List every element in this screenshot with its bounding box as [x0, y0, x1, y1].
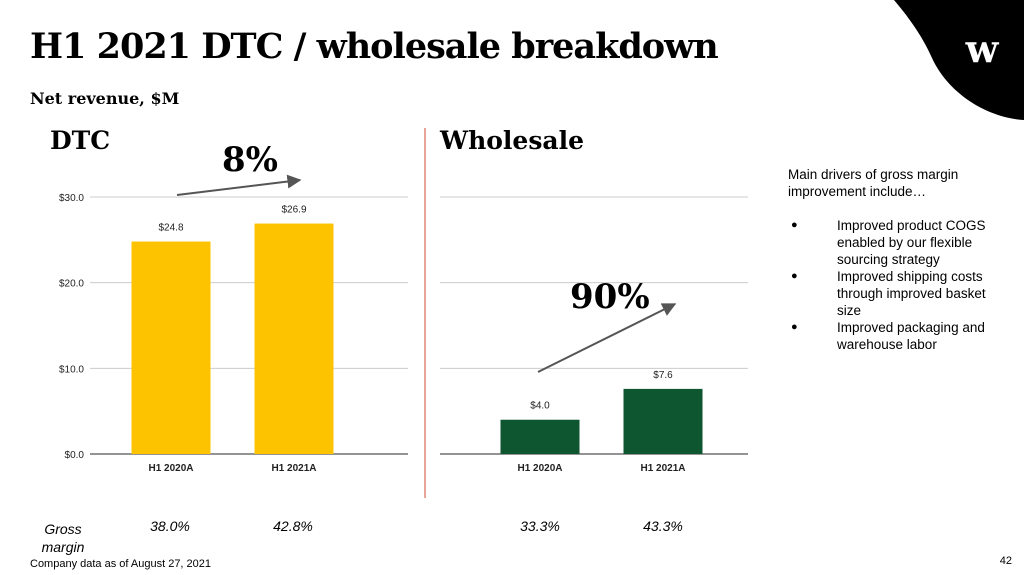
drivers-list: Improved product COGS enabled by our fle… [788, 217, 1008, 353]
y-tick-label: $0.0 [65, 450, 85, 461]
page-subtitle: Net revenue, $M [30, 89, 180, 108]
dtc-growth-percent: 8% [222, 140, 278, 180]
y-tick-label: $30.0 [59, 193, 84, 204]
driver-item: Improved shipping costs through improved… [788, 268, 1008, 319]
page-title: H1 2021 DTC / wholesale breakdown [30, 26, 719, 67]
dtc-section-title: DTC [50, 126, 111, 155]
gross-margin-wholesale-2021: 43.3% [643, 518, 683, 534]
data-label: $4.0 [530, 401, 550, 412]
gross-margin-dtc-2021: 42.8% [273, 518, 313, 534]
wholesale-bar-chart: $4.0 H1 2020A $7.6 H1 2021A [440, 196, 748, 474]
x-tick-label: H1 2021A [640, 463, 685, 474]
wholesale-growth-percent: 90% [570, 277, 650, 317]
driver-item: Improved packaging and warehouse labor [788, 319, 1008, 353]
footnote: Company data as of August 27, 2021 [30, 558, 212, 570]
wholesale-section-title: Wholesale [440, 126, 585, 155]
gross-margin-wholesale-2020: 33.3% [520, 518, 560, 534]
drivers-intro: Main drivers of gross margin improvement… [788, 167, 959, 199]
bar [623, 388, 703, 454]
dtc-bar-chart: $0.0 $10.0 $20.0 $30.0 $24.8 H1 2020A $26.9 H1 … [59, 193, 408, 474]
x-tick-label: H1 2021A [271, 463, 316, 474]
margin-drivers-panel: Main drivers of gross margin improvement… [788, 166, 1008, 353]
bar [131, 241, 211, 454]
x-tick-label: H1 2020A [148, 463, 193, 474]
data-label: $7.6 [653, 370, 673, 381]
gross-margin-dtc-2020: 38.0% [150, 518, 190, 534]
y-tick-label: $10.0 [59, 364, 84, 375]
driver-item: Improved product COGS enabled by our fle… [788, 217, 1008, 268]
data-label: $24.8 [158, 223, 183, 234]
logo-letter: w [965, 26, 1000, 71]
page-number: 42 [999, 555, 1012, 567]
section-divider [424, 128, 426, 498]
data-label: $26.9 [281, 205, 306, 216]
y-tick-label: $20.0 [59, 279, 84, 290]
bar [500, 419, 580, 454]
gross-margin-label: Gross margin [41, 521, 85, 555]
bar [254, 223, 334, 454]
x-tick-label: H1 2020A [517, 463, 562, 474]
company-logo: w [894, 0, 1024, 120]
